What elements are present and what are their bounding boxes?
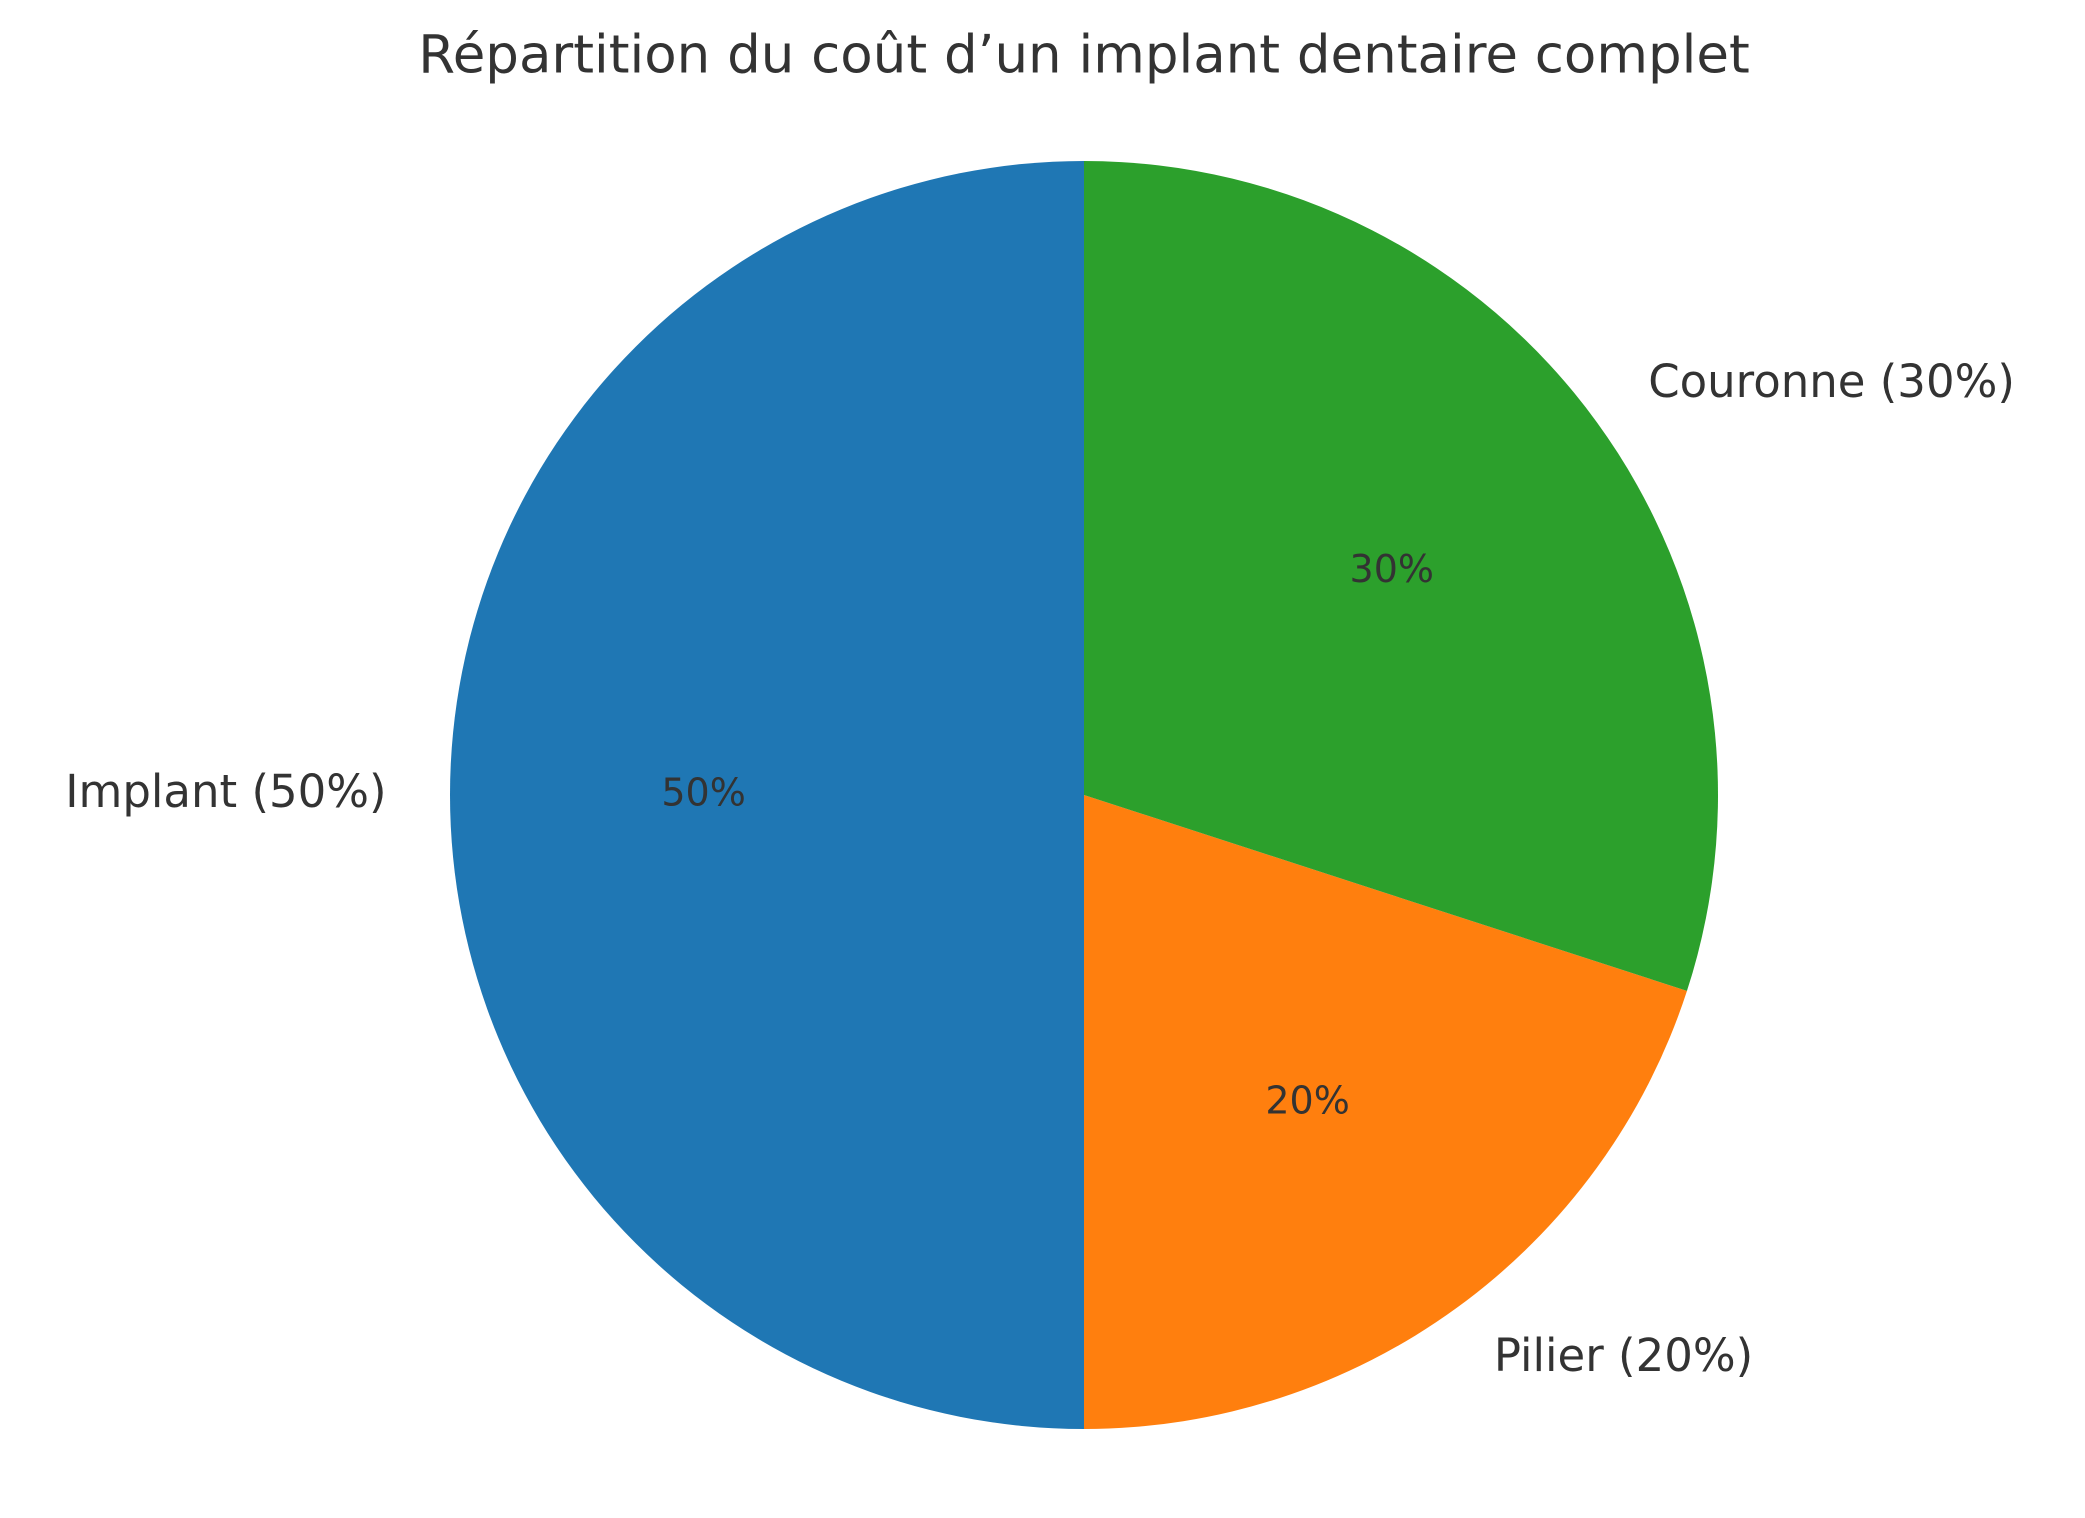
pie-slice xyxy=(1084,161,1718,991)
slice-value-label: 30% xyxy=(1350,547,1434,591)
slice-category-label: Couronne (30%) xyxy=(1648,355,2015,408)
pie-slice xyxy=(1084,795,1687,1429)
slice-value-label: 20% xyxy=(1265,1078,1349,1122)
slice-category-label: Implant (50%) xyxy=(65,765,386,818)
slice-category-label: Pilier (20%) xyxy=(1494,1329,1753,1382)
pie-slice xyxy=(450,161,1084,1429)
chart-title: Répartition du coût d’un implant dentair… xyxy=(418,25,1750,86)
slice-value-label: 50% xyxy=(661,771,745,815)
